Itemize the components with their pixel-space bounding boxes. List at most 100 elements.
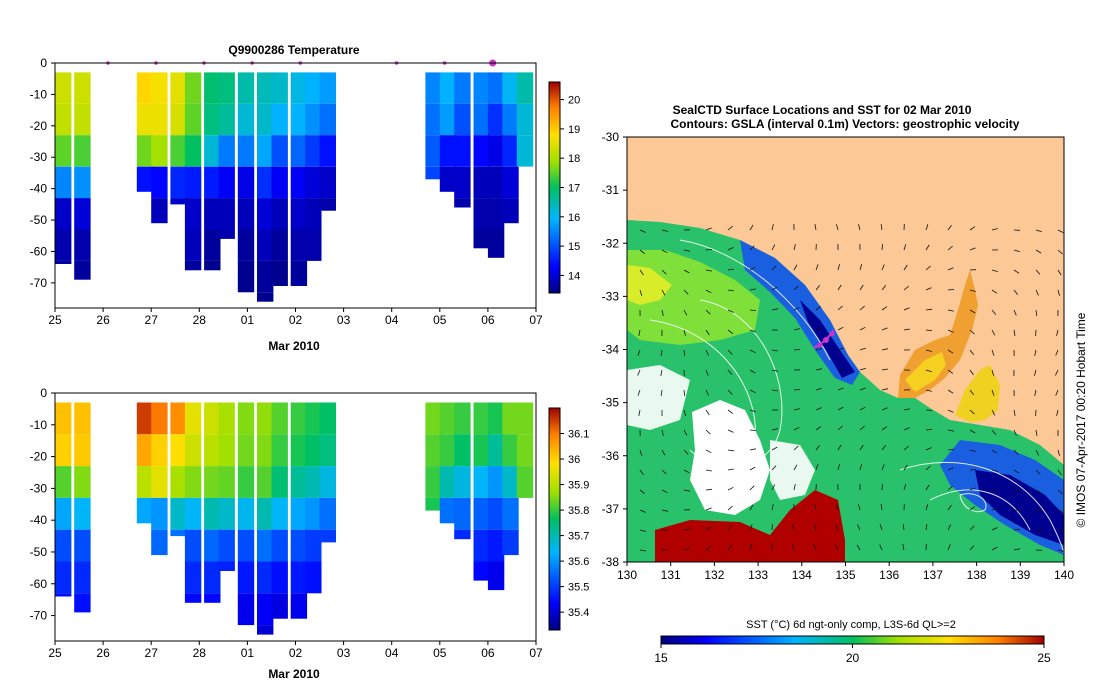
vector-arrow	[705, 369, 709, 376]
profile-cell	[454, 402, 471, 435]
profile-cell	[204, 561, 221, 594]
y-tick-label: -40	[30, 513, 48, 527]
temperature-colorbar-ticks: 14 15 16 17 18 19 20	[560, 95, 580, 282]
profile-cell	[170, 135, 187, 167]
profile-cell	[305, 72, 322, 104]
vector-arrow	[903, 244, 907, 251]
profile-cell	[439, 103, 457, 136]
profile-cell	[55, 497, 72, 530]
vector-arrow	[837, 347, 844, 351]
vector-arrow	[859, 264, 863, 271]
vector-arrow	[1013, 449, 1019, 455]
profile-cell	[439, 135, 457, 167]
profile-cell	[502, 529, 519, 556]
vector-arrow	[1035, 469, 1041, 475]
vector-arrow	[639, 529, 646, 532]
vector-arrow	[727, 544, 732, 551]
profile-cell	[218, 497, 235, 530]
vector-arrow	[1035, 229, 1042, 233]
vector-arrow	[881, 348, 888, 351]
vector-arrow	[835, 504, 839, 511]
profile-cell	[487, 434, 505, 467]
y-tick-label: -10	[30, 418, 48, 432]
profile-cell	[319, 166, 336, 199]
colorbar-tick-label: 35.9	[568, 480, 589, 492]
colorbar-tick-label: 20	[568, 95, 580, 107]
sst-map-panel: SealCTD Surface Locations and SST for 02…	[602, 103, 1088, 665]
temperature-x-ticks: 25 26 27 28 01 02 03 04 05 06 07	[48, 308, 543, 327]
sst-colorbar	[660, 635, 1045, 645]
profile-cell	[473, 103, 490, 136]
vector-arrow	[727, 525, 733, 531]
profile-cell	[257, 135, 274, 167]
vector-arrow	[1035, 309, 1038, 316]
vector-arrow	[792, 544, 795, 551]
vector-arrow	[859, 425, 865, 431]
profile-cell	[439, 497, 457, 524]
x-tick-label: 01	[241, 313, 255, 327]
profile-cell	[454, 529, 471, 540]
colorbar-tick-label: 19	[568, 124, 580, 136]
vector-arrow	[771, 428, 778, 431]
vector-arrow	[749, 448, 756, 451]
vector-arrow	[1035, 269, 1041, 275]
profile-cell	[151, 434, 168, 467]
vector-arrow	[947, 309, 954, 312]
profile-cell	[425, 466, 442, 498]
profile-cell	[290, 103, 308, 136]
vector-arrow	[1034, 389, 1037, 396]
lon-tick-label: 132	[704, 568, 724, 582]
vector-arrow	[660, 349, 663, 356]
profile-cell	[454, 434, 471, 467]
profile-cell	[290, 529, 308, 562]
profile-cell	[204, 497, 221, 530]
vector-arrow	[859, 305, 865, 311]
vector-arrow	[859, 387, 866, 391]
x-tick-label: 02	[289, 646, 303, 660]
profile-cell	[516, 135, 534, 167]
vector-arrow	[903, 285, 909, 291]
x-tick-label: 25	[48, 646, 62, 660]
profile-cell	[204, 402, 221, 435]
vector-arrow	[991, 546, 998, 551]
vector-arrow	[1057, 269, 1062, 276]
vector-arrow	[837, 367, 844, 371]
profile-cell	[290, 434, 308, 467]
profile-cell	[319, 434, 336, 467]
y-tick-label: -60	[30, 244, 48, 258]
map-subtitle: Contours: GSLA (interval 0.1m) Vectors: …	[671, 117, 1020, 131]
cloud-gap-center	[770, 440, 815, 500]
profile-cell	[237, 593, 255, 626]
x-tick-label: 25	[48, 313, 62, 327]
vector-arrow	[925, 244, 930, 251]
profile-cell	[74, 229, 91, 261]
profile-cell	[487, 529, 505, 562]
profile-cell	[473, 466, 490, 498]
vector-arrow	[1057, 229, 1064, 234]
profile-cell	[319, 135, 336, 167]
profile-cell	[136, 72, 154, 104]
profile-cell	[502, 497, 519, 530]
profile-cell	[257, 497, 274, 530]
vector-arrow	[660, 389, 663, 396]
lon-tick-label: 130	[617, 568, 637, 582]
profile-cell	[502, 103, 519, 136]
vector-arrow	[705, 309, 711, 315]
map-longitude-ticks: 130 131 132 133 134 135 136 137 138 139 140	[617, 562, 1074, 582]
vector-arrow	[793, 264, 798, 271]
vector-arrow	[815, 284, 821, 291]
vector-arrow	[837, 326, 844, 331]
vector-arrow	[683, 249, 690, 252]
profile-cell	[237, 466, 255, 498]
profile-cell	[257, 625, 274, 635]
vector-arrow	[881, 407, 888, 411]
vector-arrow	[1035, 249, 1042, 254]
vector-arrow	[969, 487, 976, 491]
profile-cell	[439, 72, 457, 104]
profile-cell	[151, 497, 168, 530]
vector-arrow	[1035, 529, 1043, 532]
profile-cell	[257, 434, 274, 467]
profile-cell	[305, 561, 322, 594]
profile-cell	[257, 229, 274, 261]
temperature-profiles	[55, 72, 534, 302]
